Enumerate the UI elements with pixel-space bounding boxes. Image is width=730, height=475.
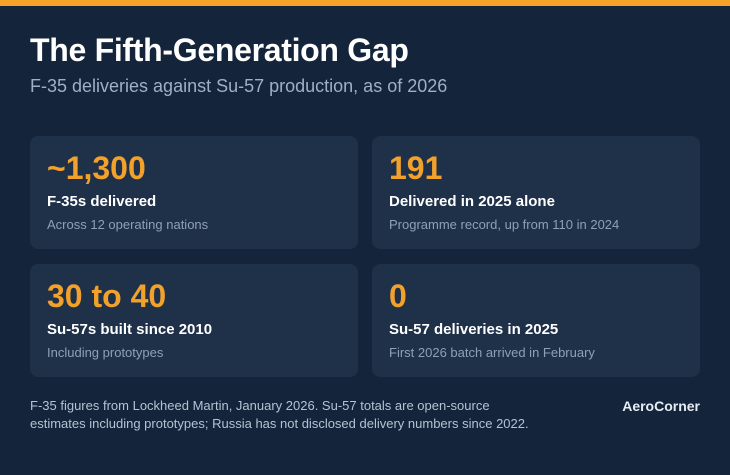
stat-card-f35-delivered: ~1,300 F-35s delivered Across 12 operati… xyxy=(30,136,358,249)
page-subtitle: F-35 deliveries against Su-57 production… xyxy=(30,76,448,96)
stat-value: 0 xyxy=(389,278,407,314)
stat-value: 191 xyxy=(389,150,443,186)
accent-bar xyxy=(0,0,730,6)
stat-label: Delivered in 2025 alone xyxy=(389,193,555,210)
stat-value: 30 to 40 xyxy=(47,278,167,314)
brand-logo-text: AeroCorner xyxy=(622,398,700,414)
stat-label: Su-57s built since 2010 xyxy=(47,321,213,338)
stat-label: Su-57 deliveries in 2025 xyxy=(389,321,559,338)
stat-value: ~1,300 xyxy=(47,150,146,186)
stat-note: Programme record, up from 110 in 2024 xyxy=(389,217,620,232)
source-footnote: F-35 figures from Lockheed Martin, Janua… xyxy=(30,398,529,431)
stat-card-su57-built: 30 to 40 Su-57s built since 2010 Includi… xyxy=(30,264,358,377)
page-title: The Fifth-Generation Gap xyxy=(30,32,409,68)
stat-card-su57-2025: 0 Su-57 deliveries in 2025 First 2026 ba… xyxy=(372,264,700,377)
stat-note: First 2026 batch arrived in February xyxy=(389,345,595,360)
stat-card-f35-2025: 191 Delivered in 2025 alone Programme re… xyxy=(372,136,700,249)
stat-note: Including prototypes xyxy=(47,345,164,360)
stat-label: F-35s delivered xyxy=(47,193,157,210)
stat-note: Across 12 operating nations xyxy=(47,217,209,232)
